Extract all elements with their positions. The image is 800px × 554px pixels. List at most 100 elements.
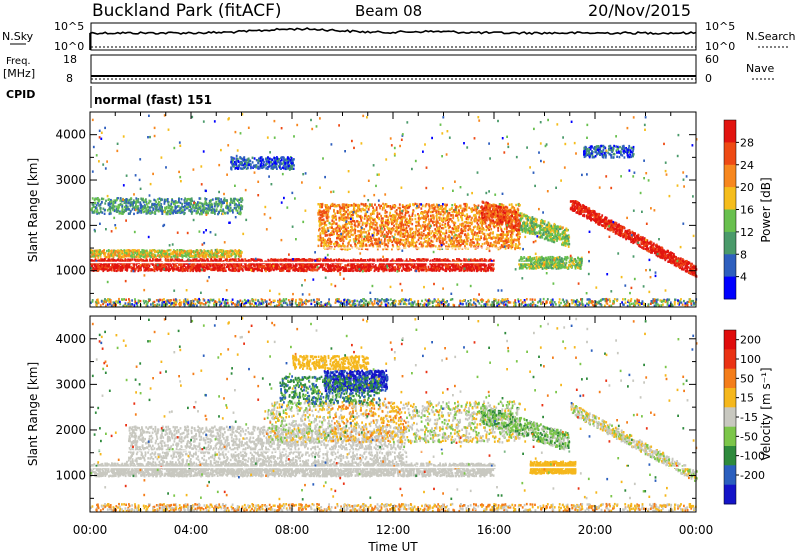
data-cell: [189, 259, 192, 263]
data-cell: [136, 253, 138, 257]
data-cell: [393, 220, 396, 223]
data-cell: [319, 265, 322, 269]
data-cell: [510, 203, 513, 206]
data-cell: [215, 250, 218, 253]
data-cell: [431, 264, 434, 268]
data-cell: [518, 238, 520, 241]
data-cell: [417, 238, 420, 242]
data-cell: [229, 263, 232, 266]
data-cell: [324, 204, 327, 207]
data-cell: [501, 233, 504, 236]
data-cell: [431, 216, 434, 220]
data-cell: [241, 268, 244, 271]
data-cell: [452, 227, 455, 231]
data-cell: [248, 265, 251, 269]
noise-tick-low-left: 10^0: [54, 40, 84, 53]
data-cell: [243, 265, 245, 269]
data-cell: [312, 267, 314, 270]
data-cell: [226, 263, 229, 267]
data-cell: [413, 263, 416, 266]
data-cell: [219, 249, 222, 252]
data-cell: [351, 264, 354, 267]
data-cell: [280, 269, 282, 272]
data-cell: [172, 262, 175, 265]
data-cell: [183, 269, 186, 272]
data-cell: [500, 204, 503, 207]
data-cell: [391, 265, 394, 268]
data-cell: [430, 268, 433, 271]
data-cell: [450, 214, 453, 217]
data-cell: [429, 214, 432, 218]
data-cell: [349, 212, 351, 216]
data-cell: [103, 252, 105, 255]
data-cell: [163, 255, 166, 258]
data-cell: [475, 218, 478, 221]
data-cell: [119, 269, 122, 272]
data-cell: [400, 232, 403, 235]
data-cell: [248, 263, 250, 266]
data-cell: [324, 230, 327, 233]
data-cell: [223, 264, 226, 268]
data-cell: [479, 262, 481, 265]
data-cell: [420, 267, 423, 270]
data-cell: [194, 250, 197, 253]
data-cell: [397, 232, 399, 236]
data-cell: [368, 269, 370, 272]
data-cell: [356, 204, 359, 207]
data-cell: [366, 215, 368, 219]
data-cell: [112, 252, 115, 255]
data-cell: [517, 246, 519, 249]
data-cell: [402, 223, 405, 227]
data-cell: [462, 212, 464, 215]
data-cell: [123, 263, 125, 266]
data-cell: [127, 264, 130, 268]
data-cell: [351, 227, 354, 230]
data-cell: [121, 256, 124, 259]
data-cell: [469, 243, 471, 247]
data-cell: [150, 268, 153, 271]
data-cell: [388, 269, 391, 273]
data-cell: [480, 245, 483, 248]
data-cell: [127, 266, 130, 269]
data-cell: [467, 228, 470, 232]
data-cell: [449, 236, 451, 239]
data-cell: [467, 233, 470, 237]
data-cell: [352, 238, 355, 241]
data-cell: [418, 262, 420, 266]
data-cell: [211, 268, 213, 272]
data-cell: [113, 263, 115, 267]
data-cell: [183, 260, 185, 263]
data-cell: [204, 259, 207, 262]
data-cell: [496, 217, 499, 220]
data-cell: [166, 268, 169, 271]
data-cell: [109, 250, 112, 253]
data-cell: [275, 262, 277, 265]
data-cell: [435, 225, 438, 228]
data-cell: [393, 214, 395, 217]
data-cell: [452, 216, 455, 220]
data-cell: [331, 233, 334, 236]
data-cell: [463, 225, 465, 228]
data-cell: [441, 208, 444, 211]
data-cell: [359, 244, 361, 247]
data-cell: [431, 204, 433, 207]
data-cell: [133, 249, 136, 252]
data-cell: [402, 229, 405, 232]
data-cell: [411, 222, 414, 226]
data-cell: [164, 259, 167, 262]
data-cell: [357, 234, 359, 238]
data-cell: [145, 255, 148, 258]
data-cell: [417, 220, 420, 224]
data-cell: [108, 266, 111, 269]
data-cell: [423, 211, 426, 214]
data-cell: [192, 258, 194, 261]
data-cell: [366, 248, 369, 251]
data-cell: [121, 265, 123, 268]
data-cell: [107, 260, 109, 263]
data-cell: [441, 264, 444, 267]
data-cell: [433, 220, 435, 223]
data-cell: [412, 266, 415, 269]
data-cell: [494, 241, 497, 244]
data-cell: [321, 264, 324, 267]
data-cell: [136, 266, 138, 269]
